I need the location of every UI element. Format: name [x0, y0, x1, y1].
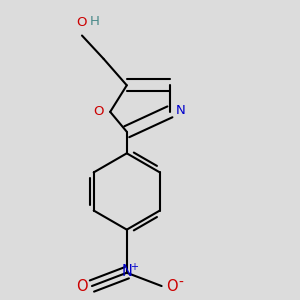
Text: O: O	[93, 105, 104, 118]
Text: O: O	[166, 278, 177, 293]
Text: +: +	[130, 262, 138, 272]
Text: O: O	[76, 278, 88, 293]
Text: N: N	[176, 104, 186, 117]
Text: -: -	[178, 276, 183, 290]
Text: N: N	[121, 264, 132, 279]
Text: O: O	[77, 16, 87, 29]
Text: H: H	[90, 15, 100, 28]
